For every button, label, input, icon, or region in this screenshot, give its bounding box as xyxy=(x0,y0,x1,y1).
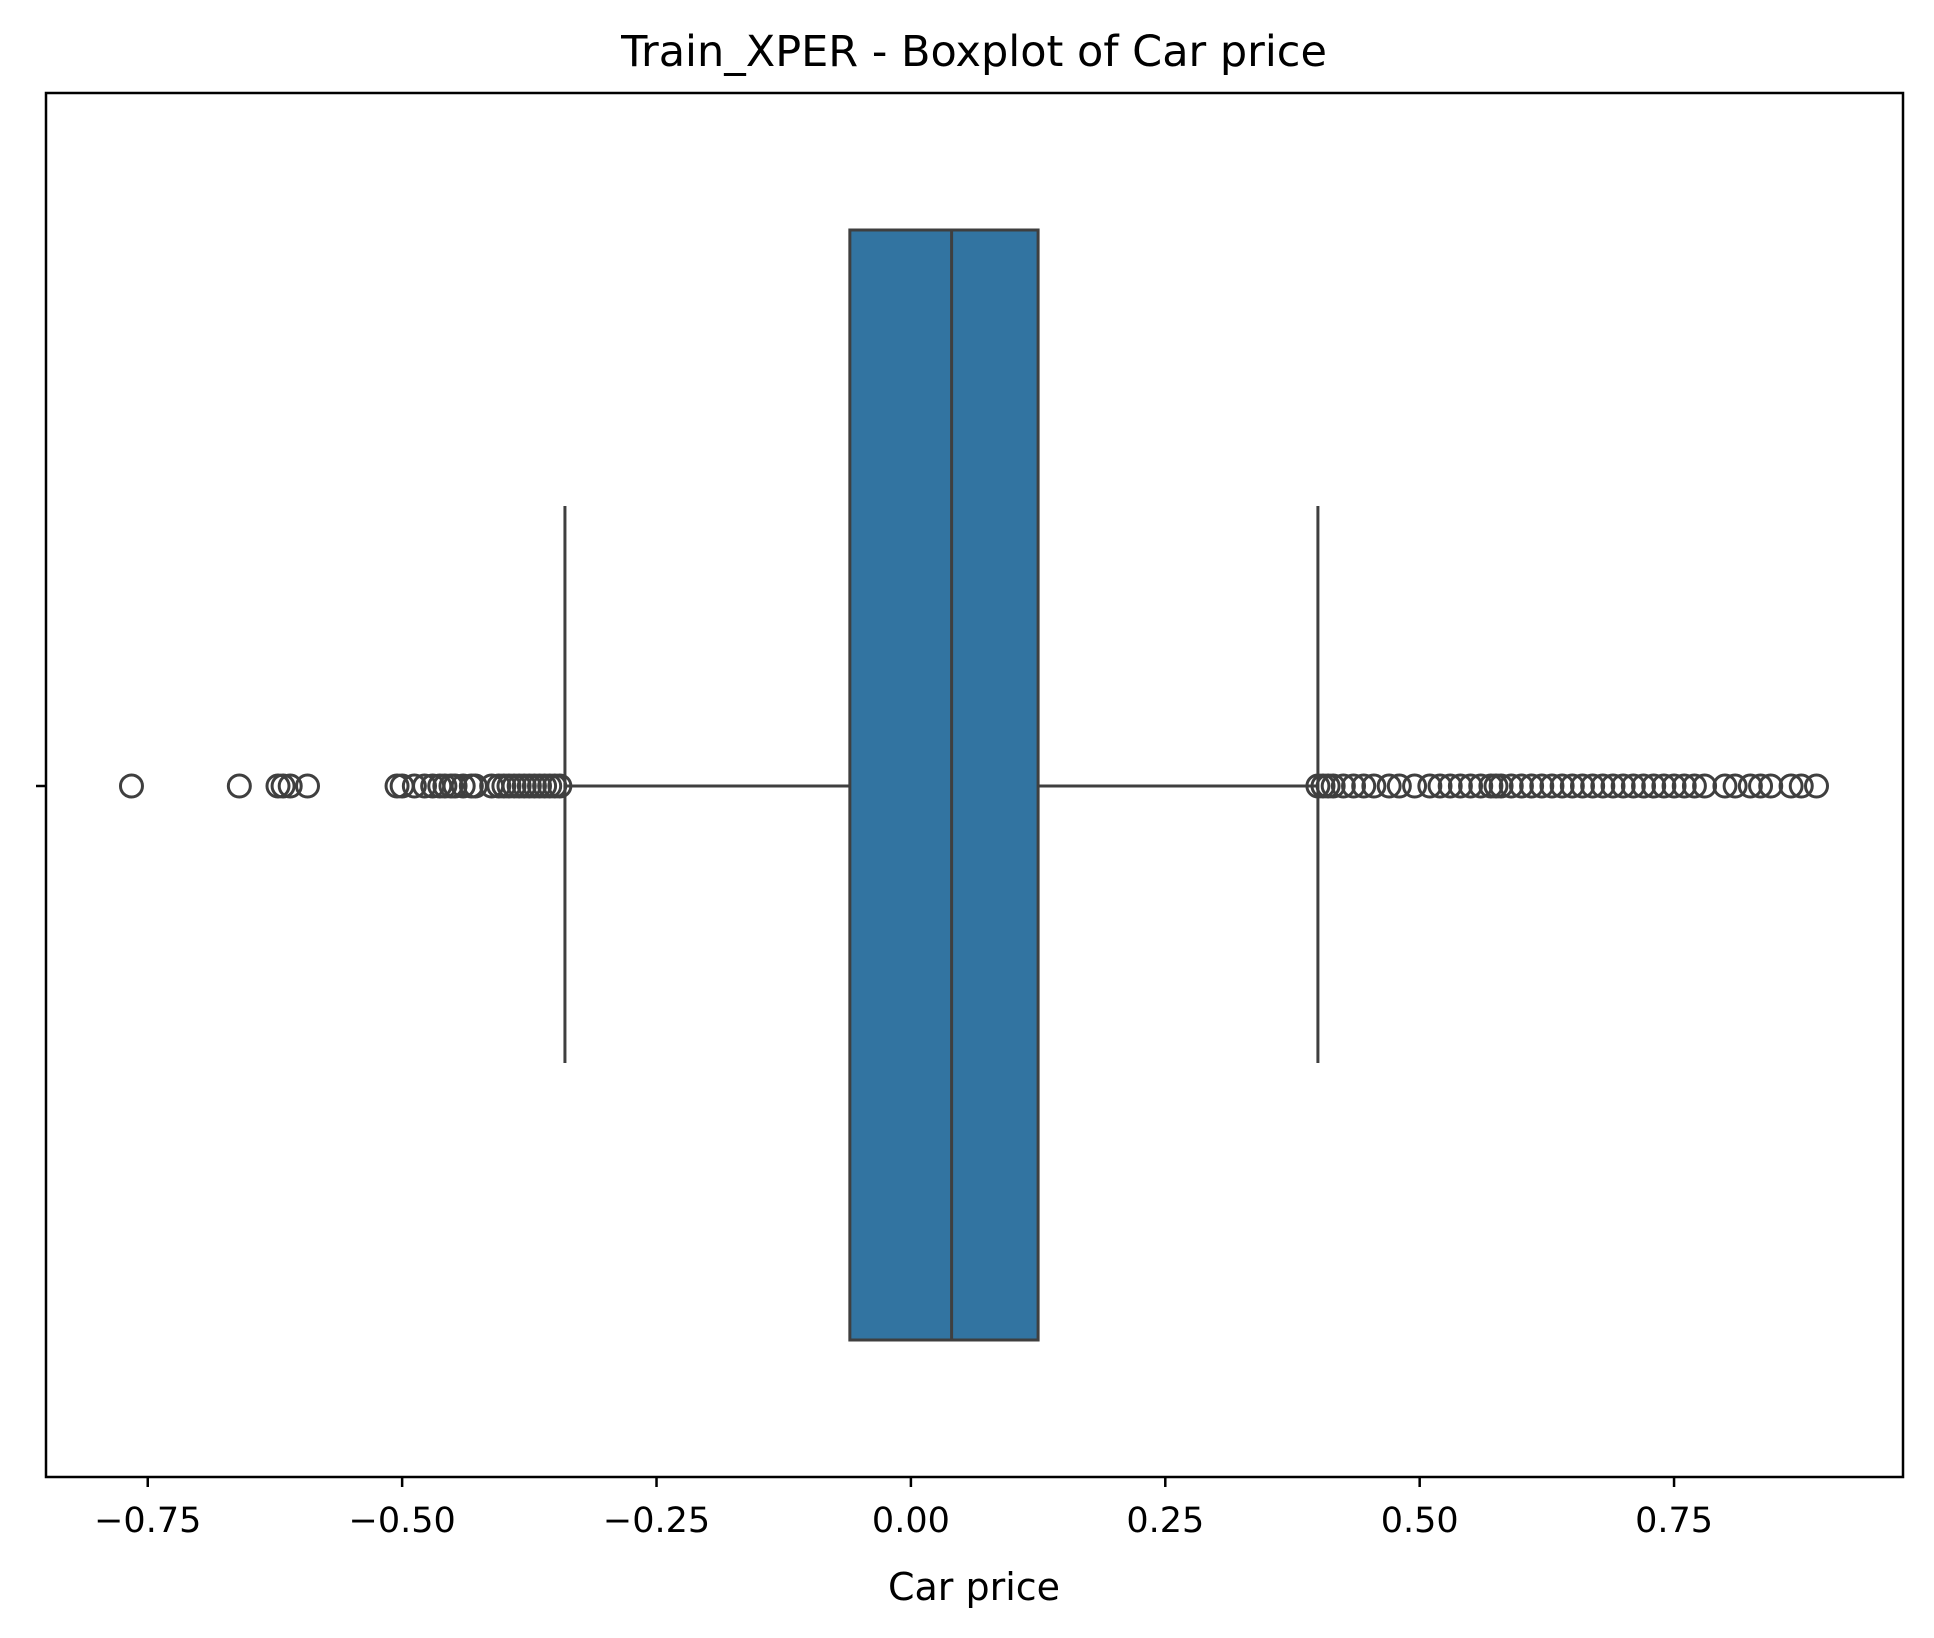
outlier-point xyxy=(1549,773,1575,799)
x-tick-label: −0.50 xyxy=(349,1501,456,1541)
outlier-point xyxy=(1458,773,1484,799)
outlier-point xyxy=(1758,773,1784,799)
outlier-point xyxy=(401,773,427,799)
outlier-point xyxy=(1519,773,1545,799)
outlier-point xyxy=(442,773,468,799)
x-tick-label: −0.75 xyxy=(94,1501,201,1541)
outlier-point xyxy=(1488,773,1514,799)
outlier-point xyxy=(1427,773,1453,799)
outlier-point xyxy=(1737,773,1763,799)
outlier-point xyxy=(1722,773,1748,799)
outlier-point xyxy=(1361,773,1387,799)
outlier-point xyxy=(1748,773,1774,799)
outlier-point xyxy=(1569,773,1595,799)
x-tick-label: 0.75 xyxy=(1635,1501,1713,1541)
outlier-point xyxy=(1468,773,1494,799)
outlier-point xyxy=(1320,773,1346,799)
outlier-point xyxy=(1681,773,1707,799)
outlier-point xyxy=(295,773,321,799)
x-tick-label: −0.25 xyxy=(603,1501,710,1541)
outlier-point xyxy=(1620,773,1646,799)
plot-area xyxy=(118,228,1830,1342)
outlier-point xyxy=(1692,773,1718,799)
outlier-point xyxy=(1559,773,1585,799)
outlier-point xyxy=(1539,773,1565,799)
x-axis-ticks: −0.75 −0.50 −0.25 0.00 0.25 0.50 0.75 xyxy=(94,1477,1713,1541)
outlier-point xyxy=(1651,773,1677,799)
x-tick-label: 0.50 xyxy=(1381,1501,1459,1541)
x-tick-label: 0.25 xyxy=(1126,1501,1204,1541)
outlier-point xyxy=(1447,773,1473,799)
outlier-point xyxy=(118,773,144,799)
outlier-point xyxy=(1712,773,1738,799)
outlier-point xyxy=(1610,773,1636,799)
outlier-point xyxy=(1402,773,1428,799)
outlier-point xyxy=(1661,773,1687,799)
outlier-point xyxy=(1498,773,1524,799)
outlier-point xyxy=(547,773,573,799)
outlier-point xyxy=(432,773,458,799)
outlier-point xyxy=(1590,773,1616,799)
outlier-point xyxy=(270,773,296,799)
outlier-point xyxy=(1804,773,1830,799)
outlier-point xyxy=(1508,773,1534,799)
outlier-point xyxy=(1778,773,1804,799)
outlier-point xyxy=(412,773,438,799)
outlier-point xyxy=(1417,773,1443,799)
x-axis-label: Car price xyxy=(888,1565,1060,1609)
outlier-point xyxy=(1330,773,1356,799)
outlier-point xyxy=(1788,773,1814,799)
outlier-point xyxy=(1580,773,1606,799)
outlier-point xyxy=(1529,773,1555,799)
outlier-point xyxy=(1671,773,1697,799)
outlier-point xyxy=(1437,773,1463,799)
outlier-point xyxy=(1351,773,1377,799)
outlier-point xyxy=(1641,773,1667,799)
outlier-point xyxy=(1600,773,1626,799)
chart-title: Train_XPER - Boxplot of Car price xyxy=(620,27,1327,77)
outlier-point xyxy=(226,773,252,799)
outlier-point xyxy=(450,773,476,799)
iqr-box xyxy=(848,228,1040,1342)
outlier-point xyxy=(277,773,303,799)
x-tick-label: 0.00 xyxy=(872,1501,950,1541)
outlier-point xyxy=(1341,773,1367,799)
outlier-point xyxy=(1386,773,1412,799)
outlier-point xyxy=(1376,773,1402,799)
outlier-point xyxy=(1631,773,1657,799)
